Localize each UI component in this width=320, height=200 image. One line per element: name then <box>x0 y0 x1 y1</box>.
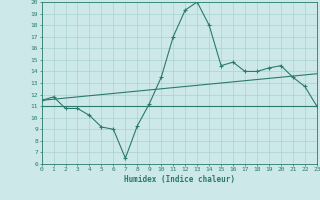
X-axis label: Humidex (Indice chaleur): Humidex (Indice chaleur) <box>124 175 235 184</box>
